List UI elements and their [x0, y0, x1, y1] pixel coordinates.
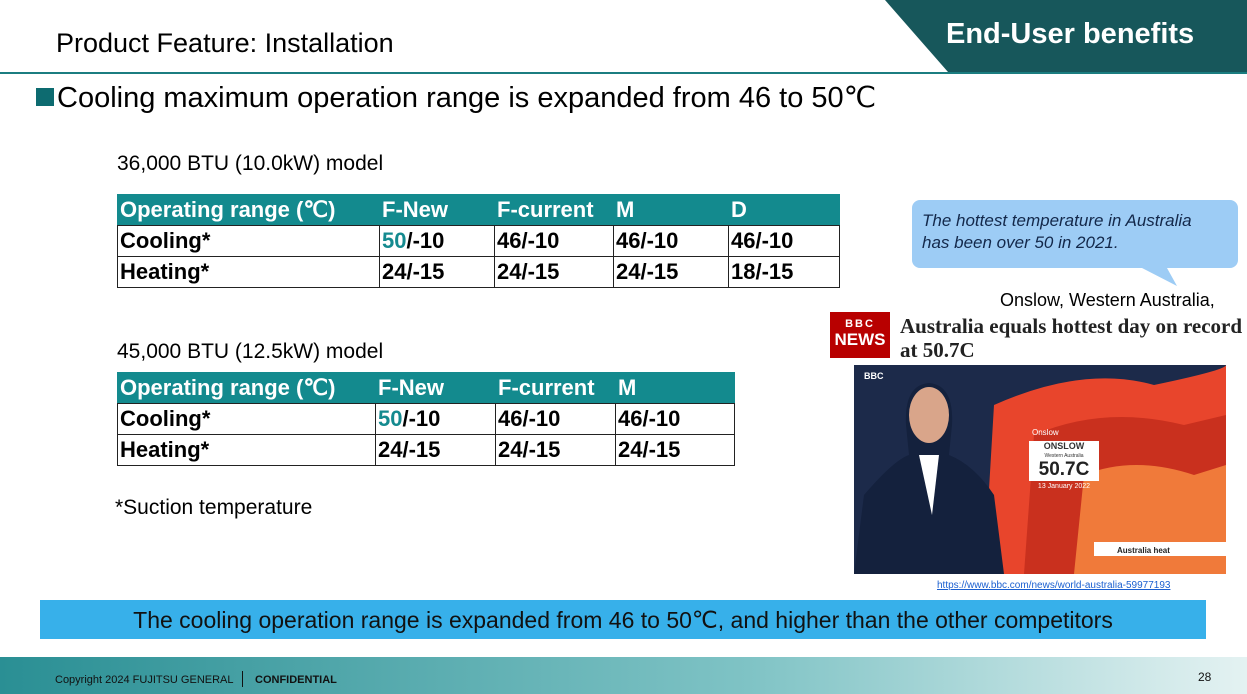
cell-text: Heating*: [120, 259, 210, 284]
cell-text: /-10: [406, 228, 445, 253]
header-cell: F-New: [379, 194, 495, 226]
header-cell: D: [728, 194, 840, 226]
cell: Cooling*: [117, 225, 380, 257]
confidential: CONFIDENTIAL: [255, 674, 337, 686]
header-cell: M: [615, 372, 735, 404]
highlight: 50: [378, 406, 403, 431]
cell: 50/-10: [375, 403, 496, 435]
header-cell: Operating range (℃): [117, 194, 380, 226]
header-cell: F-New: [375, 372, 496, 404]
cell: 18/-15: [728, 256, 840, 288]
cell-text: 24/-15: [616, 259, 679, 284]
cell-text: 46/-10: [618, 406, 681, 431]
news-image: BBC Onslow ONSLOW Western Australia 50.7…: [854, 365, 1226, 574]
page-number: 28: [1198, 670, 1212, 684]
cell-text: 24/-15: [497, 259, 560, 284]
cell: 46/-10: [494, 225, 614, 257]
cell: Cooling*: [117, 403, 376, 435]
callout-bg: [912, 200, 1238, 286]
cell-text: 46/-10: [616, 228, 679, 253]
header-cell: Operating range (℃): [117, 372, 376, 404]
image-text: 13 January 2022: [1038, 483, 1090, 490]
headline: Australia equals hottest day on record a…: [900, 314, 1243, 362]
cell: 24/-15: [494, 256, 614, 288]
callout: The hottest temperature in Australia has…: [922, 211, 1192, 252]
cell: 24/-15: [379, 256, 495, 288]
cell: Heating*: [117, 434, 376, 466]
cell: 24/-15: [613, 256, 729, 288]
cell-text: 18/-15: [731, 259, 794, 284]
summary: The cooling operation range is expanded …: [40, 600, 1206, 639]
image-text: Australia heat: [1117, 546, 1170, 555]
cell: Heating*: [117, 256, 380, 288]
cell-text: /-10: [402, 406, 441, 431]
spec-table: Operating range (℃) F-New F-current M D Cooli…: [117, 194, 840, 288]
bullet: Cooling maximum operation range is expan…: [57, 82, 877, 114]
cell-text: 46/-10: [498, 406, 561, 431]
body-row: Cooling* 50/-10 46/-10 46/-10: [117, 403, 735, 435]
header-cell: M: [613, 194, 729, 226]
body-row: Cooling* 50/-10 46/-10 46/-10 46/-10: [117, 225, 840, 257]
caption: 36,000 BTU (10.0kW) model: [117, 152, 384, 175]
cell-text: 24/-15: [378, 437, 441, 462]
cell: 46/-10: [613, 225, 729, 257]
caption: 45,000 BTU (12.5kW) model: [117, 340, 384, 363]
location: Onslow, Western Australia,: [1000, 290, 1215, 310]
footnote: *Suction temperature: [115, 496, 313, 519]
bullet-square: [36, 88, 54, 106]
copyright: Copyright 2024 FUJITSU GENERAL: [55, 674, 234, 686]
cell: 46/-10: [495, 403, 616, 435]
source-link[interactable]: https://www.bbc.com/news/world-australia…: [937, 580, 1171, 591]
header-row: Operating range (℃) F-New F-current M D: [117, 194, 840, 226]
header-cell: F-current: [494, 194, 614, 226]
footer-bar: [0, 657, 1247, 694]
title-rule: [0, 72, 1247, 74]
highlight: 50: [382, 228, 407, 253]
cell-text: Cooling*: [120, 406, 211, 431]
image-text: 50.7C: [1039, 459, 1090, 480]
cell-text: 46/-10: [731, 228, 794, 253]
footer-divider: [242, 671, 243, 687]
badge: End-User benefits: [946, 18, 1195, 50]
cell-text: 24/-15: [498, 437, 561, 462]
cell-text: 46/-10: [497, 228, 560, 253]
cell: 24/-15: [375, 434, 496, 466]
cell-text: 24/-15: [382, 259, 445, 284]
image-text: BBC: [864, 371, 884, 381]
logo-top: BBC: [845, 318, 875, 330]
cell-text: Cooling*: [120, 228, 211, 253]
cell: 50/-10: [379, 225, 495, 257]
logo-bottom: NEWS: [834, 330, 886, 349]
body-row: Heating* 24/-15 24/-15 24/-15: [117, 434, 735, 466]
header-row: Operating range (℃) F-New F-current M: [117, 372, 735, 404]
image-text: ONSLOW: [1044, 441, 1085, 451]
cell-text: 24/-15: [618, 437, 681, 462]
spec-table: Operating range (℃) F-New F-current M Coolin…: [117, 372, 735, 466]
bbc-logo: BBC NEWS: [830, 312, 890, 358]
header-cell: F-current: [495, 372, 616, 404]
image-text: Western Australia: [1044, 453, 1083, 459]
image-text: Onslow: [1032, 428, 1059, 437]
cell: 24/-15: [495, 434, 616, 466]
cell: 24/-15: [615, 434, 735, 466]
cell-text: Heating*: [120, 437, 210, 462]
title: Product Feature: Installation: [56, 28, 394, 58]
cell: 46/-10: [728, 225, 840, 257]
badge-bg: [885, 0, 1247, 72]
body-row: Heating* 24/-15 24/-15 24/-15 18/-15: [117, 256, 840, 288]
cell: 46/-10: [615, 403, 735, 435]
